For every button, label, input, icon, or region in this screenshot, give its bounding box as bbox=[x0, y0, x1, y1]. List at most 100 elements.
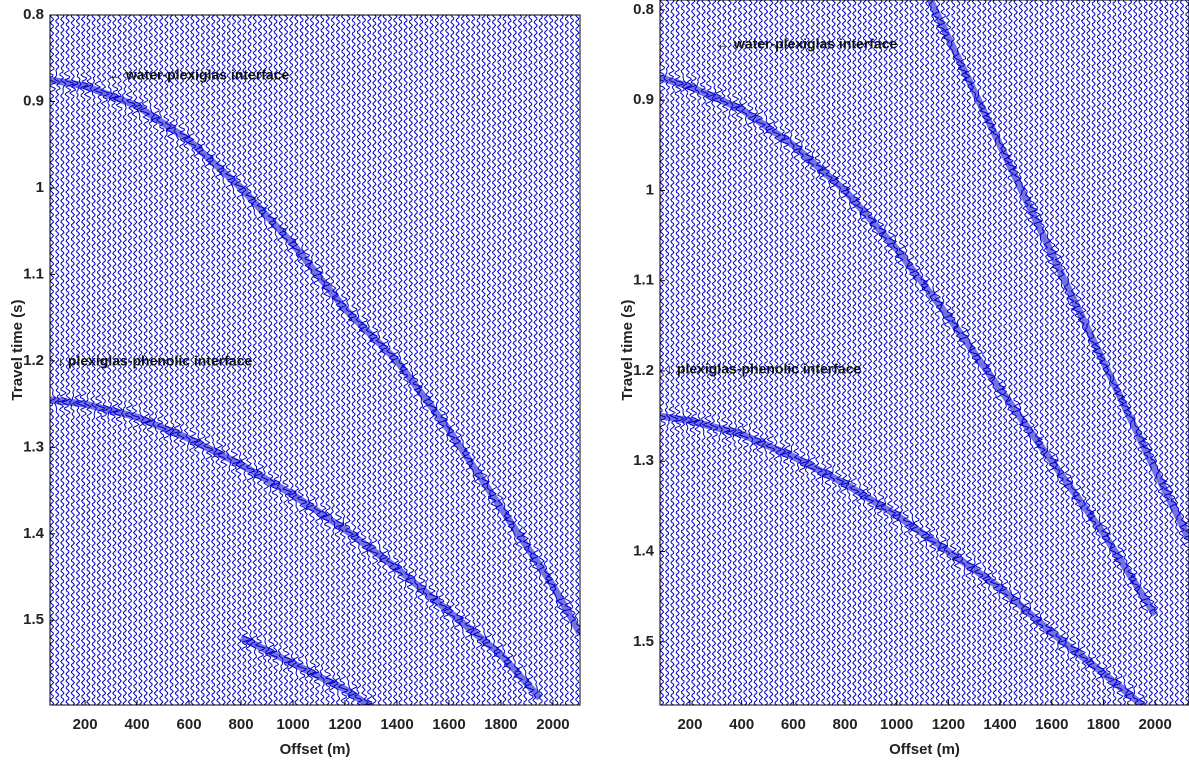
trace bbox=[772, 0, 782, 705]
trace bbox=[136, 15, 145, 705]
y-axis-label: Travel time (s) bbox=[9, 300, 26, 401]
trace bbox=[353, 15, 364, 705]
trace bbox=[886, 0, 898, 705]
x-tick-label: 1800 bbox=[484, 716, 517, 733]
trace bbox=[328, 15, 339, 705]
trace bbox=[125, 15, 136, 705]
trace bbox=[679, 0, 688, 705]
trace bbox=[1084, 0, 1095, 705]
trace bbox=[684, 0, 693, 705]
trace bbox=[1018, 0, 1025, 705]
trace bbox=[1035, 0, 1046, 705]
trace bbox=[245, 15, 257, 705]
x-tick-label: 1400 bbox=[380, 716, 413, 733]
trace bbox=[918, 0, 929, 705]
y-tick-label: 1.4 bbox=[633, 543, 655, 560]
trace bbox=[276, 15, 287, 705]
trace bbox=[305, 15, 317, 705]
x-tick-label: 400 bbox=[125, 716, 150, 733]
trace bbox=[230, 15, 241, 705]
trace bbox=[57, 15, 68, 705]
trace bbox=[50, 15, 57, 705]
trace bbox=[660, 0, 667, 705]
trace bbox=[193, 15, 203, 705]
trace bbox=[412, 15, 424, 705]
trace bbox=[1056, 0, 1069, 705]
trace bbox=[120, 15, 128, 705]
trace bbox=[936, 0, 949, 705]
x-tick-label: 200 bbox=[677, 716, 702, 733]
trace bbox=[668, 0, 679, 705]
trace bbox=[1063, 0, 1074, 705]
trace bbox=[952, 0, 963, 705]
x-tick-label: 1200 bbox=[328, 716, 361, 733]
trace bbox=[234, 15, 246, 705]
trace bbox=[544, 15, 556, 705]
trace bbox=[265, 15, 277, 705]
x-tick-label: 1400 bbox=[983, 716, 1016, 733]
trace bbox=[367, 15, 379, 705]
trace bbox=[92, 15, 107, 705]
trace bbox=[403, 15, 415, 705]
trace bbox=[818, 0, 828, 705]
trace bbox=[925, 0, 937, 705]
trace bbox=[1178, 0, 1189, 705]
trace bbox=[155, 15, 168, 705]
trace bbox=[268, 15, 281, 705]
trace bbox=[463, 15, 475, 705]
event-line bbox=[239, 634, 373, 705]
trace bbox=[480, 15, 490, 705]
trace bbox=[75, 15, 88, 705]
trace bbox=[528, 15, 540, 705]
trace bbox=[779, 0, 787, 705]
trace bbox=[1070, 0, 1082, 705]
trace bbox=[931, 0, 945, 705]
trace bbox=[560, 15, 572, 705]
y-tick-label: 1.2 bbox=[633, 362, 654, 379]
trace bbox=[894, 0, 906, 705]
trace bbox=[394, 15, 406, 705]
trace bbox=[472, 15, 484, 705]
trace bbox=[468, 15, 476, 705]
trace bbox=[1129, 0, 1140, 705]
trace bbox=[421, 15, 432, 705]
trace bbox=[941, 0, 954, 705]
trace bbox=[521, 15, 532, 705]
trace bbox=[804, 0, 815, 705]
trace bbox=[909, 0, 921, 705]
trace bbox=[443, 15, 452, 705]
trace bbox=[792, 0, 803, 705]
trace bbox=[286, 15, 297, 705]
trace bbox=[139, 15, 152, 705]
y-tick-label: 1 bbox=[646, 181, 654, 198]
trace bbox=[291, 15, 301, 705]
trace bbox=[538, 15, 545, 705]
trace bbox=[979, 0, 991, 705]
trace bbox=[416, 15, 427, 705]
x-tick-label: 2000 bbox=[536, 716, 569, 733]
trace bbox=[845, 0, 852, 705]
trace bbox=[208, 15, 218, 705]
x-tick-label: 1800 bbox=[1087, 716, 1120, 733]
event-line bbox=[660, 412, 1145, 705]
trace bbox=[144, 15, 155, 705]
trace bbox=[747, 0, 758, 705]
y-tick-label: 1.5 bbox=[23, 611, 44, 628]
trace bbox=[731, 0, 742, 705]
trace bbox=[1087, 0, 1098, 705]
y-tick-label: 1.1 bbox=[23, 265, 44, 282]
trace bbox=[863, 0, 876, 705]
trace bbox=[89, 15, 97, 705]
panel: 200 400 600 800 1000 1200 1400 1600 1800 2000 0.8 0… bbox=[9, 6, 581, 758]
trace bbox=[1174, 0, 1181, 705]
trace bbox=[82, 15, 93, 705]
trace bbox=[176, 15, 190, 705]
trace bbox=[253, 15, 267, 705]
trace bbox=[320, 15, 336, 705]
trace bbox=[949, 0, 960, 705]
trace bbox=[1183, 0, 1189, 705]
trace bbox=[709, 0, 719, 705]
trace bbox=[1077, 0, 1089, 705]
trace bbox=[779, 0, 792, 705]
